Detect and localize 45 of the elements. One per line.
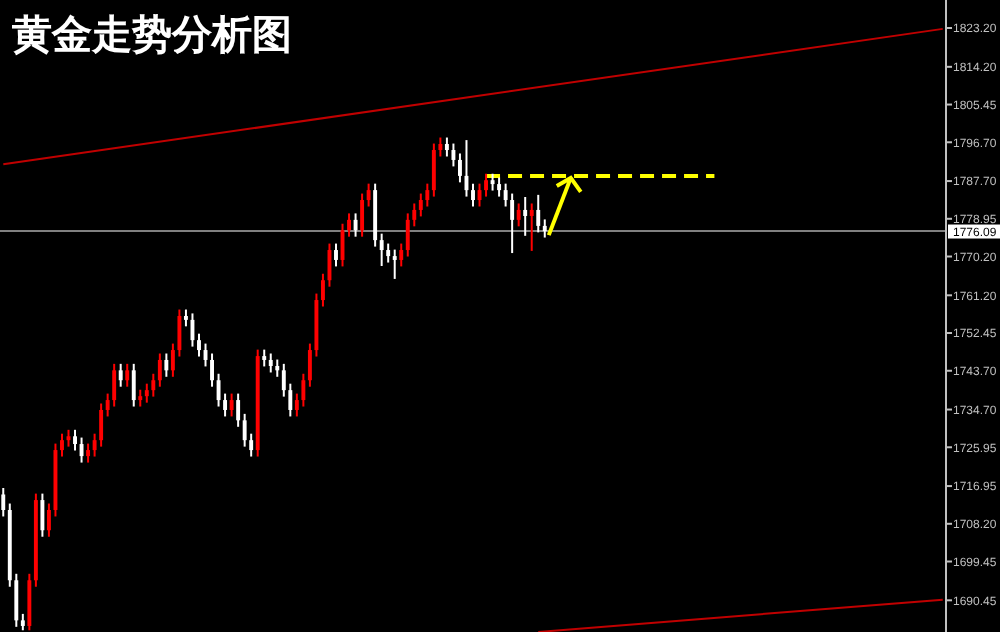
candlestick <box>516 202 521 228</box>
chart-title: 黄金走势分析图 <box>10 10 292 58</box>
candlestick <box>268 352 273 374</box>
candlestick <box>73 428 77 452</box>
candlestick <box>27 572 32 632</box>
candlestick <box>118 362 123 388</box>
candlestick <box>60 432 64 458</box>
candlestick <box>471 182 475 208</box>
candlestick <box>497 176 502 198</box>
candlestick <box>86 442 91 464</box>
candlestick <box>529 202 534 252</box>
candlestick <box>484 172 489 198</box>
candlestick <box>125 362 130 388</box>
candlestick <box>79 436 84 464</box>
candlestick <box>399 242 404 268</box>
candlestick <box>418 192 423 218</box>
candlestick <box>451 142 456 168</box>
candlestick <box>542 218 547 239</box>
candlestick <box>157 352 162 388</box>
candlestick <box>151 372 156 398</box>
candlestick <box>425 182 430 208</box>
candlestick <box>229 392 234 418</box>
candlestick <box>164 352 169 378</box>
candlestick <box>431 142 436 198</box>
candlestick <box>366 182 371 208</box>
candlestick <box>386 242 391 264</box>
candlestick <box>510 192 515 255</box>
candlestick <box>536 193 541 234</box>
candlestick <box>210 352 214 388</box>
candlestick <box>301 372 306 408</box>
candlestick <box>379 232 384 267</box>
candlestick <box>334 242 338 268</box>
candlestick <box>444 136 449 158</box>
candlestick <box>353 212 358 238</box>
candlestick <box>40 492 45 538</box>
candlestick <box>523 196 528 237</box>
candlestick <box>197 332 201 358</box>
candlestick <box>131 362 136 408</box>
candlestick <box>360 192 365 238</box>
candlestick <box>144 382 149 404</box>
candlestick <box>1 487 6 518</box>
candlestick <box>216 372 221 408</box>
candlestick <box>392 248 397 280</box>
candlestick <box>236 392 241 428</box>
candlestick <box>112 362 117 408</box>
